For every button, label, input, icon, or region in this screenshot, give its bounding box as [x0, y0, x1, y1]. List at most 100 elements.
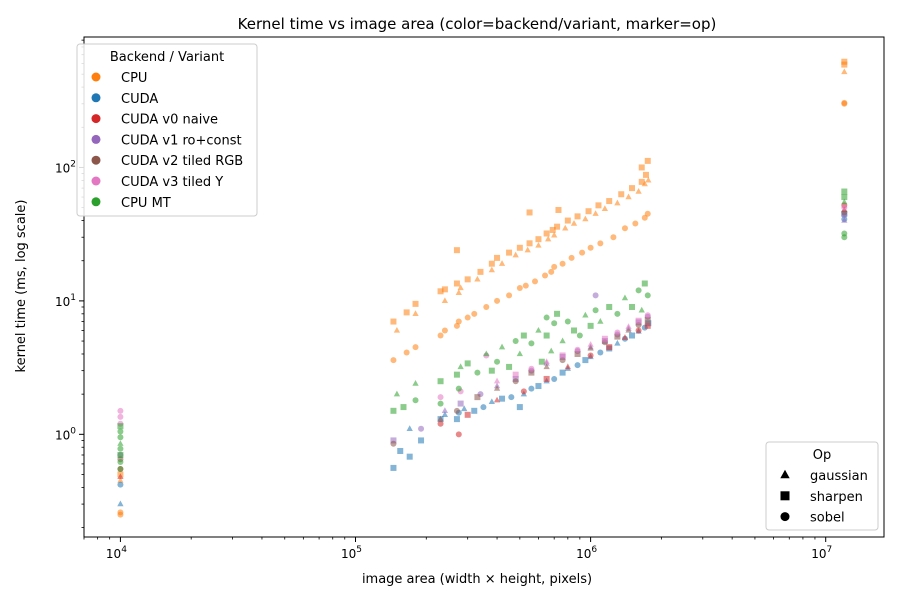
data-point	[564, 363, 571, 370]
y-axis-label: kernel time (ms, log scale)	[14, 200, 29, 373]
data-point	[494, 254, 501, 261]
data-point	[549, 226, 556, 233]
data-point	[461, 405, 468, 412]
data-point	[635, 188, 642, 194]
data-point	[512, 371, 519, 378]
data-point	[528, 369, 535, 376]
data-point	[614, 199, 621, 206]
data-point	[535, 383, 542, 390]
legend-label: CUDA v2 tiled RGB	[121, 154, 243, 169]
data-point	[493, 377, 501, 384]
series-cuda	[117, 210, 848, 507]
data-point	[393, 326, 401, 333]
data-point	[412, 300, 419, 307]
legends: Backend / Variant CPU CUDA CUDA v0 naive CUD…	[76, 43, 879, 531]
data-point	[582, 311, 589, 318]
data-point	[543, 230, 550, 237]
data-point	[117, 477, 124, 483]
data-point	[453, 371, 460, 378]
legend-label: sobel	[810, 511, 845, 526]
data-point	[455, 289, 462, 295]
data-point	[841, 204, 848, 211]
data-point	[559, 337, 566, 344]
data-point	[610, 234, 617, 241]
data-point	[528, 340, 535, 347]
data-point	[543, 375, 550, 382]
data-point	[117, 465, 124, 472]
data-point	[587, 352, 594, 359]
data-point	[597, 318, 604, 324]
data-point	[632, 220, 639, 227]
data-point	[390, 437, 397, 444]
data-point	[441, 327, 448, 334]
data-point	[437, 394, 444, 401]
data-point	[638, 164, 645, 171]
axes: 104 105 106 107 100 101 102	[55, 36, 885, 561]
data-point	[524, 246, 531, 253]
data-point	[403, 349, 410, 356]
legend-marker	[91, 176, 101, 186]
data-point	[453, 247, 460, 254]
legend-frame	[76, 43, 258, 217]
data-point	[493, 396, 501, 403]
data-point	[559, 352, 566, 359]
legend-label: gaussian	[810, 469, 868, 484]
data-point	[571, 327, 578, 334]
data-point	[418, 437, 425, 444]
data-point	[441, 411, 449, 417]
data-point	[483, 350, 490, 357]
data-point	[564, 318, 571, 325]
data-point	[506, 363, 513, 370]
data-point	[520, 388, 527, 395]
data-point	[516, 244, 523, 251]
data-point	[841, 194, 848, 201]
data-point	[455, 385, 462, 392]
data-point	[841, 234, 848, 241]
data-point	[528, 365, 535, 372]
data-point	[117, 413, 124, 420]
data-point	[621, 294, 629, 301]
data-point	[480, 404, 487, 411]
data-point	[841, 217, 848, 223]
data-point	[483, 303, 490, 310]
data-point	[562, 224, 569, 231]
data-point	[437, 400, 444, 407]
data-point	[520, 332, 527, 339]
data-point	[582, 215, 589, 222]
data-point	[587, 244, 594, 251]
data-point	[641, 180, 648, 187]
data-point	[522, 282, 529, 289]
data-point	[841, 198, 848, 205]
data-point	[576, 332, 583, 339]
data-point	[488, 367, 495, 374]
chart-title: Kernel time vs image area (color=backend…	[238, 15, 717, 33]
data-point	[117, 440, 124, 446]
data-point	[644, 292, 651, 299]
data-point	[455, 431, 462, 438]
data-point	[506, 292, 513, 299]
legend-title: Backend / Variant	[110, 50, 224, 65]
data-point	[579, 249, 586, 256]
data-point	[516, 404, 523, 411]
data-point	[455, 318, 462, 325]
data-point	[457, 363, 464, 370]
legend-marker	[91, 155, 101, 165]
legend-label: CPU MT	[121, 196, 171, 211]
data-point	[437, 332, 444, 339]
legend-marker	[91, 197, 101, 207]
data-point	[592, 307, 599, 314]
data-point	[644, 210, 651, 217]
data-point	[117, 445, 124, 452]
data-point	[587, 341, 594, 347]
data-point	[625, 326, 632, 333]
data-point	[543, 358, 550, 364]
data-point	[498, 343, 506, 350]
data-point	[453, 407, 460, 414]
data-point	[526, 209, 533, 216]
data-point	[551, 375, 558, 382]
x-tick-label: 105	[341, 545, 362, 561]
data-point	[587, 322, 594, 329]
legend-frame	[765, 441, 879, 531]
data-point	[528, 385, 535, 392]
